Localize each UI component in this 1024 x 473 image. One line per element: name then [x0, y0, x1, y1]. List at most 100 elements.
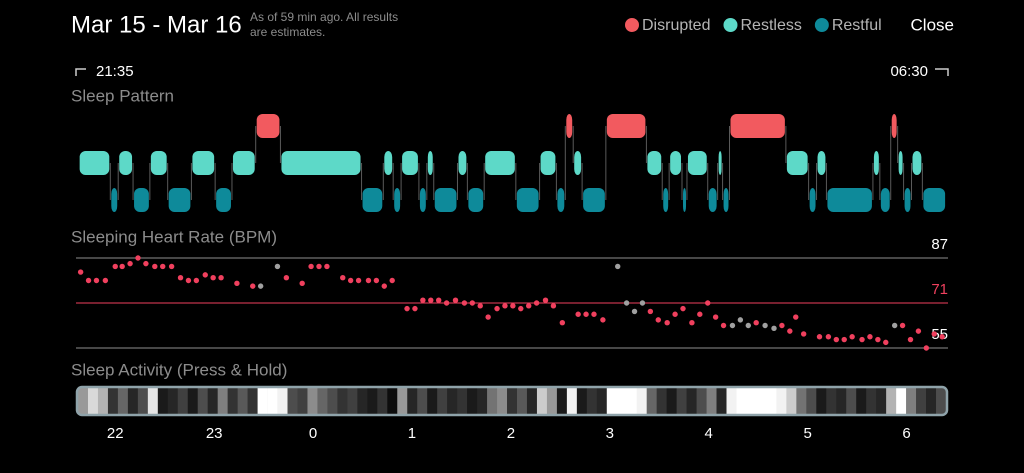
heart-rate-dot: [800, 331, 807, 337]
heart-rate-dot: [591, 311, 597, 317]
heart-rate-dot: [875, 336, 881, 343]
stage-segment: [384, 151, 393, 175]
heart-rate-dot: [283, 274, 290, 281]
heart-rate-dot: [518, 305, 524, 312]
heart-rate-dot: [550, 303, 557, 309]
stage-segment: [216, 188, 231, 212]
stage-segment: [891, 114, 897, 138]
x-tick-label: 3: [606, 425, 614, 442]
heart-rate-dot: [404, 305, 410, 312]
activity-cell: [437, 388, 448, 414]
stage-segment: [119, 151, 133, 175]
activity-cell: [576, 388, 588, 414]
activity-cell: [167, 388, 179, 414]
note: are estimates.: [250, 25, 325, 39]
stage-segment: [809, 188, 816, 212]
stage-segment: [606, 114, 646, 138]
heart-rate-dot: [299, 280, 305, 287]
activity-cell: [866, 388, 877, 414]
activity-cell: [616, 388, 628, 414]
title: Mar 15 - Mar 16: [71, 11, 242, 38]
stage-segment: [362, 188, 383, 212]
note: As of 59 min ago. All results: [250, 10, 398, 24]
activity-cell: [237, 388, 248, 414]
heart-rate-dot: [891, 322, 898, 329]
heart-rate-dot: [477, 303, 483, 309]
stage-segment: [434, 188, 457, 212]
stage-segment: [904, 188, 911, 212]
heart-rate-dot: [428, 297, 434, 303]
heart-rate-dot: [753, 319, 759, 326]
activity-cell: [97, 388, 109, 414]
stage-segment: [583, 188, 605, 212]
heart-rate-dot: [340, 274, 346, 281]
legend-label: Disrupted: [642, 17, 710, 34]
heart-rate-dot: [600, 317, 606, 323]
heart-rate-dot: [308, 263, 314, 270]
heart-rate-dot: [452, 297, 459, 303]
activity-cell: [906, 388, 917, 414]
legend: Disrupted Restless Restful: [625, 17, 882, 34]
stage-segment: [419, 188, 426, 212]
heart-rate-dot: [234, 280, 240, 287]
legend-label: Restless: [740, 17, 801, 34]
heart-rate-dot: [112, 263, 118, 270]
heart-rate-dot: [697, 311, 703, 317]
heart-rate-dot: [257, 283, 264, 289]
activity-cell: [137, 388, 149, 414]
activity-cell: [217, 388, 228, 414]
heart-rate-dot: [779, 322, 785, 329]
heart-rate-dot: [833, 336, 840, 343]
heart-rate-dot: [859, 336, 865, 343]
stage-segment: [683, 188, 687, 212]
stage-segment: [873, 151, 879, 175]
activity-cell: [926, 388, 937, 414]
x-tick-label: 2: [507, 425, 515, 442]
activity-cell: [397, 388, 408, 414]
heart-rate-dot: [510, 303, 516, 309]
stage-segment: [574, 151, 582, 175]
activity-cell: [337, 388, 348, 414]
heart-rate-dot: [502, 303, 508, 309]
heart-rate-dot: [883, 339, 889, 346]
activity-cell: [656, 388, 667, 414]
activity-cell: [596, 388, 608, 414]
legend-dot: [625, 18, 639, 32]
heart-rate-dot: [494, 305, 500, 312]
activity-cell: [796, 388, 807, 414]
activity-cell: [726, 388, 737, 414]
heart-rate-dot: [485, 314, 491, 320]
activity-cell: [646, 388, 657, 414]
stage-segment: [111, 188, 118, 212]
stage-segment: [880, 188, 890, 212]
y-tick-label: 71: [931, 281, 948, 298]
heart-rate-dot: [202, 272, 208, 278]
heart-rate-dot: [745, 322, 751, 329]
close-button[interactable]: Close: [911, 15, 954, 34]
heart-rate-dot: [867, 334, 873, 340]
activity-cell: [706, 388, 717, 414]
activity-cell: [756, 388, 767, 414]
legend-dot: [814, 18, 829, 32]
stage-segment: [516, 188, 539, 212]
activity-cell: [197, 388, 209, 414]
heart-rate-dot: [559, 319, 566, 326]
activity-cell: [87, 388, 99, 414]
x-tick-label: 0: [309, 425, 317, 442]
section-title: Sleeping Heart Rate (BPM): [71, 227, 277, 246]
activity-cell: [776, 388, 787, 414]
stage-segment: [687, 151, 707, 175]
heart-rate-dot: [435, 297, 442, 303]
activity-cell: [357, 388, 368, 414]
stage-segment: [150, 151, 167, 175]
activity-cell: [387, 388, 398, 414]
heart-rate-dot: [623, 300, 630, 306]
activity-cell: [147, 388, 159, 414]
activity-cell: [127, 388, 139, 414]
activity-cell: [297, 388, 308, 414]
legend-label: Restful: [832, 17, 882, 34]
stage-segment: [898, 151, 903, 175]
heart-rate-dot: [939, 334, 945, 340]
